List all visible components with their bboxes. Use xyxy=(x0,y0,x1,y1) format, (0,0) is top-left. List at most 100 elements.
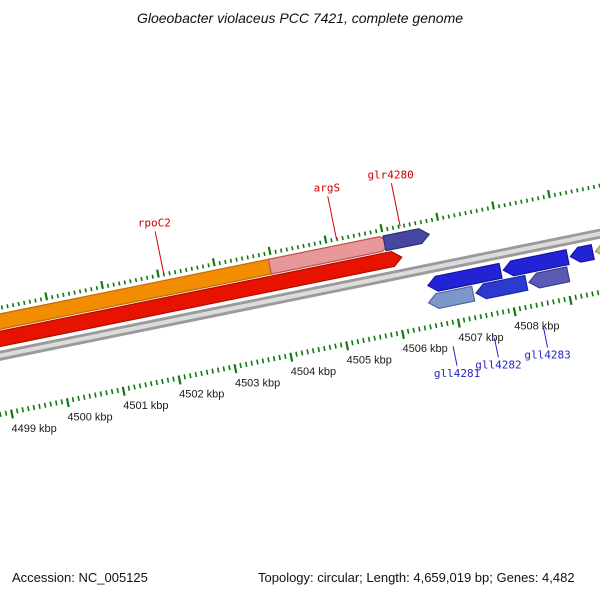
gene-label-leader-gll4283 xyxy=(543,327,549,348)
ruler-tick-bottom xyxy=(462,317,466,323)
ruler-tick-bottom xyxy=(429,324,432,330)
ruler-tick-top xyxy=(464,210,467,216)
ruler-tick-top xyxy=(84,288,87,293)
ruler-tick-top xyxy=(201,264,205,269)
gene-label-leader-gll4282 xyxy=(493,337,499,358)
ruler-tick-top xyxy=(134,278,138,283)
ruler-tick-bottom xyxy=(574,294,578,300)
ruler-tick-bottom xyxy=(15,408,19,414)
ruler-label-group: 4503 kbp xyxy=(235,377,280,389)
ruler-tick-bottom xyxy=(585,292,589,298)
ruler-tick-top xyxy=(374,229,378,234)
ruler-tick-top xyxy=(62,292,65,298)
ruler-tick-bottom xyxy=(278,354,281,361)
gene-arrow-rev-blue-2[interactable] xyxy=(502,249,570,278)
gene-label-gll4282[interactable]: gll4282 xyxy=(475,358,521,371)
ruler-tick-bottom xyxy=(300,350,304,356)
ruler-tick-top xyxy=(151,274,154,279)
gene-label-gll4281[interactable]: gll4281 xyxy=(434,367,480,380)
ruler-tick-bottom xyxy=(43,402,47,408)
ruler-label-group: 4505 kbp xyxy=(347,355,392,367)
ruler-tick-bottom xyxy=(401,329,405,340)
ruler-tick-top xyxy=(330,238,333,243)
ruler-tick-top xyxy=(73,290,76,295)
gene-arrow-gll4283[interactable] xyxy=(528,266,571,290)
ruler-tick-top xyxy=(503,202,506,208)
ruler-tick-top xyxy=(246,255,249,260)
ruler-tick-top xyxy=(185,267,188,273)
ruler-tick-bottom xyxy=(591,291,594,297)
ruler-tick-top xyxy=(435,212,440,221)
gene-arrow-rev-blue-3[interactable] xyxy=(569,243,595,264)
ruler-tick-bottom xyxy=(244,361,248,367)
ruler-tick-top xyxy=(447,214,450,219)
gene-label-rpoC2[interactable]: rpoC2 xyxy=(138,216,171,229)
ruler-tick-top xyxy=(140,276,143,282)
genome-title: Gloeobacter violaceus PCC 7421, complete… xyxy=(136,10,464,26)
gene-label-group: argS xyxy=(314,181,341,194)
ruler-tick-top xyxy=(542,195,545,200)
ruler-tick-top xyxy=(559,191,562,196)
ruler-tick-top xyxy=(592,184,596,190)
ruler-tick-top xyxy=(252,254,255,259)
ruler-tick-top xyxy=(229,258,233,263)
ruler-tick-bottom xyxy=(412,327,416,333)
ruler-tick-bottom xyxy=(473,315,477,321)
ruler-tick-bottom xyxy=(82,394,86,400)
ruler-tick-bottom xyxy=(490,311,494,317)
ruler-tick-top xyxy=(379,224,384,233)
ruler-tick-bottom xyxy=(250,360,254,366)
ruler-tick-bottom xyxy=(406,328,410,334)
ruler-tick-bottom xyxy=(256,359,259,365)
ruler-tick-bottom xyxy=(434,323,438,329)
ruler-kbp-label: 4504 kbp xyxy=(291,366,336,378)
ruler-tick-bottom xyxy=(339,342,343,348)
ruler-tick-top xyxy=(453,213,456,218)
ruler-tick-bottom xyxy=(155,379,159,386)
ruler-tick-top xyxy=(587,185,590,191)
ruler-tick-bottom xyxy=(485,312,488,319)
ruler-tick-bottom xyxy=(501,309,505,315)
ruler-tick-top xyxy=(34,298,37,303)
ruler-tick-bottom xyxy=(144,382,147,388)
ruler-tick-top xyxy=(391,225,395,230)
ruler-kbp-label: 4507 kbp xyxy=(458,332,503,344)
gene-label-glr4280[interactable]: glr4280 xyxy=(367,168,413,181)
ruler-tick-bottom xyxy=(205,369,209,375)
ruler-tick-bottom xyxy=(568,295,573,306)
ruler-tick-bottom xyxy=(38,403,41,409)
ruler-tick-top xyxy=(486,206,490,211)
gene-label-argS[interactable]: argS xyxy=(314,181,341,194)
gene-arrow-rev-blue-1[interactable] xyxy=(426,262,503,292)
gene-label-gll4283[interactable]: gll4283 xyxy=(524,348,570,361)
gene-arrow-red-gene[interactable] xyxy=(0,250,403,357)
ruler-tick-top xyxy=(207,263,210,268)
ruler-tick-top xyxy=(347,234,350,240)
ruler-tick-bottom xyxy=(552,299,555,305)
ruler-kbp-label: 4508 kbp xyxy=(514,321,559,333)
gene-arrow-glr4280[interactable] xyxy=(382,227,431,252)
ruler-kbp-label: 4503 kbp xyxy=(235,377,280,389)
ruler-tick-top xyxy=(296,245,300,250)
ruler-tick-top xyxy=(291,246,294,251)
ruler-tick-top xyxy=(419,220,423,225)
ruler-tick-bottom xyxy=(390,332,393,338)
ruler-tick-bottom xyxy=(512,307,517,317)
ruler-label-group: 4499 kbp xyxy=(12,423,57,435)
ruler-tick-top xyxy=(39,297,43,302)
ruler-tick-top xyxy=(28,299,32,304)
ruler-tick-bottom xyxy=(272,356,276,362)
ruler-tick-bottom xyxy=(200,370,203,377)
ruler-tick-bottom xyxy=(423,325,427,331)
ruler-tick-bottom xyxy=(127,385,131,391)
gene-arrow-gll4281[interactable] xyxy=(427,285,476,310)
ruler-tick-top xyxy=(118,281,121,286)
ruler-tick-bottom xyxy=(239,362,242,369)
gene-arrow-gll4282[interactable] xyxy=(474,274,529,301)
ruler-tick-top xyxy=(100,280,104,290)
ruler-tick-bottom xyxy=(289,352,294,362)
ruler-tick-bottom xyxy=(116,387,120,394)
ruler-tick-top xyxy=(44,292,49,301)
